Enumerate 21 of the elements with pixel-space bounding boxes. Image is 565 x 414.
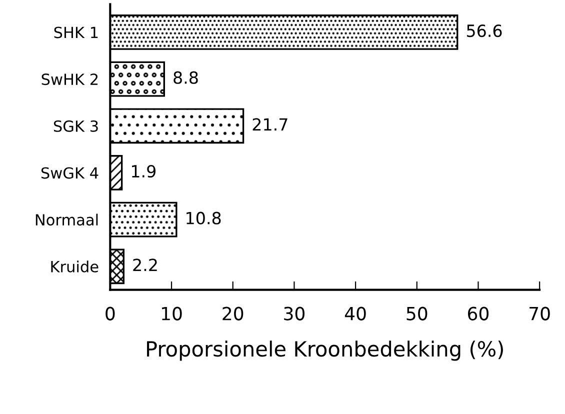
- x-tick-label: 10: [162, 306, 182, 320]
- x-tick-label: 40: [344, 306, 366, 320]
- data-label: 21.7: [252, 118, 288, 130]
- y-tick-label: SwGK 4: [41, 167, 98, 179]
- y-tick-label: Normaal: [36, 214, 98, 226]
- data-label: 2.2: [133, 258, 157, 271]
- x-tick-label: 70: [530, 306, 550, 320]
- data-label: 56.6: [466, 24, 502, 38]
- x-tick-label: 50: [406, 306, 428, 320]
- y-tick-label: SGK 3: [54, 120, 98, 132]
- data-label: 1.9: [132, 164, 156, 178]
- x-tick-label: 30: [284, 306, 304, 320]
- x-axis-title: Proporsionele Kroonbedekking (%): [147, 340, 503, 361]
- y-tick-label: SwHK 2: [42, 74, 98, 86]
- y-tick-label: Kruide: [51, 260, 98, 272]
- x-tick-label: 20: [222, 306, 244, 320]
- data-label: 8.8: [174, 71, 198, 84]
- x-tick-label: 60: [468, 306, 489, 320]
- data-label: 10.8: [186, 212, 221, 224]
- x-tick-label: 0: [106, 306, 115, 320]
- y-tick-label: SHK 1: [54, 26, 98, 38]
